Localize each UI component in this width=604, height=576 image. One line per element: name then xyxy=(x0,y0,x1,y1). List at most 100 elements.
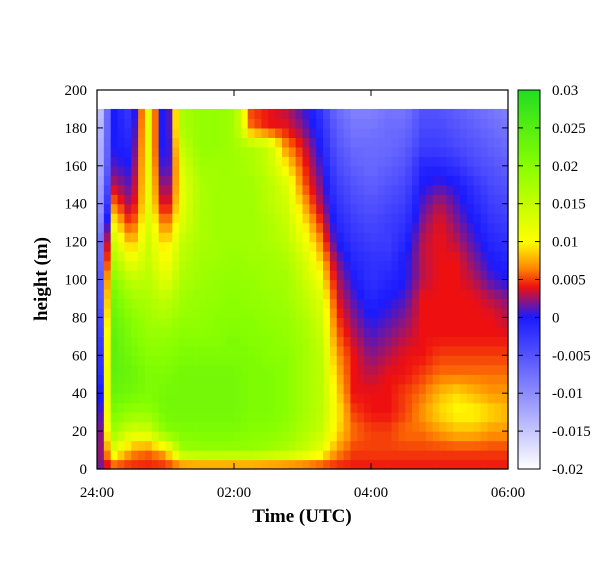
heatmap-cell xyxy=(199,450,208,461)
heatmap-cell xyxy=(234,194,242,205)
heatmap-cell xyxy=(487,156,495,167)
heatmap-cell xyxy=(480,146,489,157)
heatmap-cell xyxy=(131,279,139,290)
heatmap-cell xyxy=(439,213,447,224)
heatmap-cell xyxy=(453,203,461,214)
heatmap-cell xyxy=(453,260,461,271)
heatmap-cell xyxy=(473,393,482,404)
heatmap-cell xyxy=(288,336,297,347)
heatmap-cell xyxy=(110,402,119,413)
heatmap-cell xyxy=(268,118,276,129)
heatmap-cell xyxy=(439,175,447,186)
heatmap-cell xyxy=(158,175,167,186)
heatmap-cell xyxy=(350,393,358,404)
heatmap-cell xyxy=(227,298,235,309)
heatmap-cell xyxy=(268,127,276,138)
heatmap-cell xyxy=(343,431,352,442)
heatmap-cell xyxy=(158,459,167,470)
heatmap-cell xyxy=(288,260,297,271)
heatmap-cell xyxy=(227,118,235,129)
heatmap-cell xyxy=(213,450,221,461)
heatmap-cell xyxy=(357,307,365,318)
heatmap-cell xyxy=(227,355,235,366)
heatmap-cell xyxy=(446,203,454,214)
heatmap-cell xyxy=(412,270,420,281)
heatmap-cell xyxy=(323,317,331,328)
heatmap-cell xyxy=(501,440,509,451)
heatmap-cell xyxy=(158,431,167,442)
heatmap-cell xyxy=(473,307,482,318)
heatmap-cell xyxy=(261,222,269,233)
heatmap-cell xyxy=(261,288,269,300)
heatmap-cell xyxy=(103,421,112,432)
heatmap-cell xyxy=(288,213,297,224)
heatmap-cell xyxy=(453,241,461,252)
heatmap-cell xyxy=(357,364,365,375)
heatmap-cell xyxy=(336,288,345,300)
heatmap-cell xyxy=(103,108,112,120)
heatmap-cell xyxy=(371,213,379,224)
heatmap-cell xyxy=(172,184,180,195)
heatmap-cell xyxy=(220,127,228,138)
heatmap-cell xyxy=(288,326,297,337)
heatmap-cell xyxy=(220,203,228,214)
heatmap-cell xyxy=(487,251,495,262)
heatmap-cell xyxy=(247,203,256,214)
heatmap-cell xyxy=(281,175,290,186)
heatmap-cell xyxy=(103,364,112,375)
heatmap-cell xyxy=(268,222,276,233)
heatmap-cell xyxy=(192,127,201,138)
heatmap-cell xyxy=(97,184,105,195)
heatmap-cell xyxy=(110,232,119,243)
heatmap-cell xyxy=(268,317,276,328)
heatmap-cell xyxy=(275,431,283,442)
heatmap-cell xyxy=(247,431,256,442)
heatmap-cell xyxy=(405,203,413,214)
heatmap-cell xyxy=(158,345,167,356)
heatmap-cell xyxy=(131,222,139,233)
heatmap-cell xyxy=(186,450,194,461)
heatmap-cell xyxy=(117,279,125,290)
heatmap-cell xyxy=(186,355,194,366)
heatmap-cell xyxy=(357,203,365,214)
heatmap-cell xyxy=(144,260,153,271)
heatmap-cell xyxy=(151,421,160,432)
heatmap-cell xyxy=(179,412,187,423)
heatmap-cell xyxy=(316,374,324,385)
heatmap-cell xyxy=(288,450,297,461)
heatmap-cell xyxy=(151,364,160,375)
heatmap-cell xyxy=(158,260,167,271)
heatmap-cell xyxy=(288,175,297,186)
heatmap-cell xyxy=(309,279,317,290)
heatmap-cell xyxy=(220,108,228,120)
heatmap-cell xyxy=(158,364,167,375)
heatmap-cell xyxy=(473,336,482,347)
heatmap-cell xyxy=(329,412,338,423)
heatmap-cell xyxy=(336,146,345,157)
heatmap-cell xyxy=(494,213,502,224)
heatmap-cell xyxy=(439,165,447,176)
heatmap-cell xyxy=(206,251,215,262)
heatmap-cell xyxy=(391,459,399,470)
heatmap-cell xyxy=(172,345,180,356)
heatmap-cell xyxy=(220,251,228,262)
heatmap-cell xyxy=(192,194,201,205)
heatmap-cell xyxy=(124,156,132,167)
heatmap-cell xyxy=(117,383,125,394)
heatmap-cell xyxy=(213,127,221,138)
heatmap-cell xyxy=(206,279,215,290)
heatmap-cell xyxy=(302,165,310,176)
heatmap-cell xyxy=(480,137,489,148)
heatmap-cell xyxy=(288,137,297,148)
heatmap-cell xyxy=(144,251,153,262)
heatmap-cell xyxy=(343,326,352,337)
heatmap-cell xyxy=(466,336,475,347)
heatmap-cell xyxy=(295,459,304,470)
heatmap-cell xyxy=(412,222,420,233)
heatmap-cell xyxy=(323,355,331,366)
heatmap-cell xyxy=(384,260,393,271)
heatmap-cell xyxy=(364,175,372,186)
heatmap-cell xyxy=(460,288,468,300)
heatmap-cell xyxy=(247,156,256,167)
heatmap-cell xyxy=(460,184,468,195)
